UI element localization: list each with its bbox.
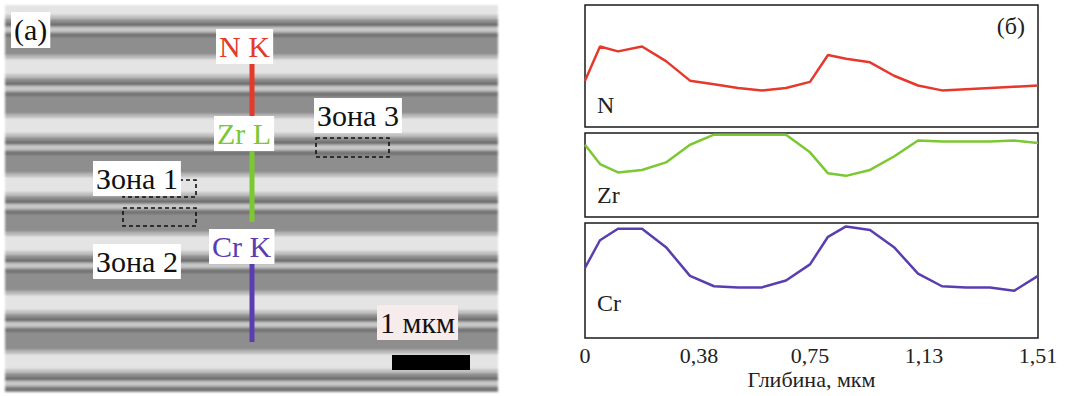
svg-text:(б): (б) [997,13,1025,39]
svg-text:Cr K: Cr K [212,230,272,263]
svg-text:1,13: 1,13 [905,343,944,368]
svg-text:Zr: Zr [597,182,620,208]
svg-text:Zr L: Zr L [217,117,271,150]
svg-text:Зона 2: Зона 2 [96,245,178,278]
svg-text:Глибина, мкм: Глибина, мкм [748,367,876,392]
svg-text:Зона 1: Зона 1 [96,162,178,195]
svg-text:Зона 3: Зона 3 [317,99,399,132]
svg-text:0,38: 0,38 [680,343,719,368]
svg-text:0: 0 [580,343,591,368]
svg-text:N: N [597,92,614,118]
svg-text:0,75: 0,75 [791,343,830,368]
svg-text:1,51: 1,51 [1019,343,1058,368]
svg-text:(a): (a) [14,13,47,47]
svg-text:N K: N K [219,30,270,63]
svg-text:1 мкм: 1 мкм [380,306,455,339]
svg-text:Cr: Cr [597,290,621,316]
